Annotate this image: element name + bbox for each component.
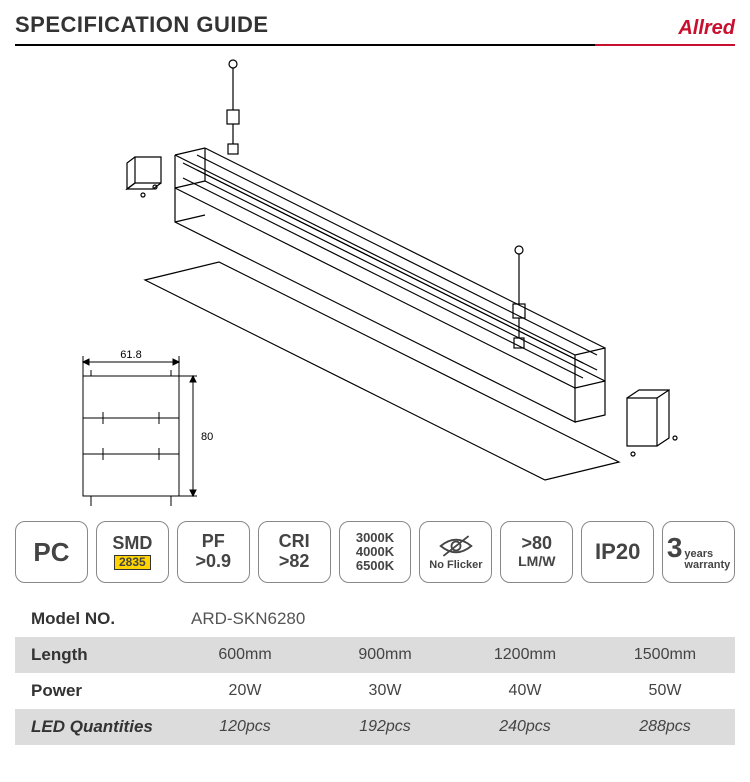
row-label: Power <box>15 673 175 709</box>
table-cell: 240pcs <box>455 709 595 745</box>
spec-table: Model NO. ARD-SKN6280 Length600mm900mm12… <box>15 601 735 745</box>
badge-warranty: 3 years warranty <box>662 521 735 583</box>
product-diagram: 61.8 80 <box>15 52 735 517</box>
table-row: LED Quantities120pcs192pcs240pcs288pcs <box>15 709 735 745</box>
model-row: Model NO. ARD-SKN6280 <box>15 601 735 637</box>
badge-ip: IP20 <box>581 521 654 583</box>
table-cell: 600mm <box>175 637 315 673</box>
model-label: Model NO. <box>15 609 175 629</box>
table-cell: 900mm <box>315 637 455 673</box>
badge-cct: 3000K 4000K 6500K <box>339 521 412 583</box>
table-cell: 50W <box>595 673 735 709</box>
diffuser-strip-icon <box>145 262 619 480</box>
table-row: Power20W30W40W50W <box>15 673 735 709</box>
cross-section-icon <box>83 356 197 506</box>
table-cell: 192pcs <box>315 709 455 745</box>
table-cell: 120pcs <box>175 709 315 745</box>
endcap-right-icon <box>627 390 677 456</box>
endcap-left-icon <box>127 157 161 197</box>
badges-row: PC SMD 2835 PF >0.9 CRI >82 3000K 4000K … <box>15 521 735 583</box>
header: SPECIFICATION GUIDE Allred <box>15 12 735 46</box>
eye-slash-icon <box>438 533 474 559</box>
badge-cri: CRI >82 <box>258 521 331 583</box>
page-title: SPECIFICATION GUIDE <box>15 12 269 44</box>
table-cell: 20W <box>175 673 315 709</box>
badge-efficacy: >80 LM/W <box>500 521 573 583</box>
brand-logo: Allred <box>678 17 735 44</box>
row-label: LED Quantities <box>15 709 175 745</box>
table-cell: 288pcs <box>595 709 735 745</box>
badge-pf: PF >0.9 <box>177 521 250 583</box>
table-cell: 1200mm <box>455 637 595 673</box>
dim-width-label: 61.8 <box>120 349 141 361</box>
row-label: Length <box>15 637 175 673</box>
badge-smd: SMD 2835 <box>96 521 169 583</box>
table-cell: 40W <box>455 673 595 709</box>
badge-pc: PC <box>15 521 88 583</box>
table-row: Length600mm900mm1200mm1500mm <box>15 637 735 673</box>
model-value: ARD-SKN6280 <box>175 609 305 629</box>
extrusion-body-icon <box>175 148 605 422</box>
table-cell: 30W <box>315 673 455 709</box>
dim-height-label: 80 <box>201 431 213 443</box>
brand-underline <box>595 44 735 46</box>
table-cell: 1500mm <box>595 637 735 673</box>
suspension-left-icon <box>227 60 239 154</box>
badge-noflicker: No Flicker <box>419 521 492 583</box>
